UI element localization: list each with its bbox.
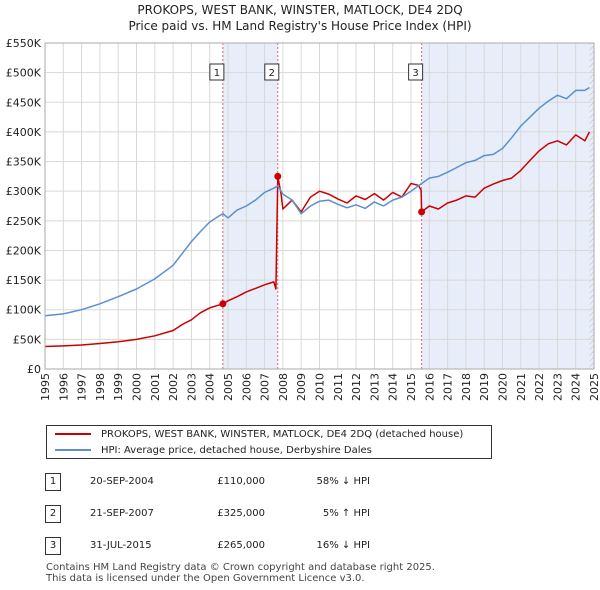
x-tick-label: 2016 <box>423 373 436 401</box>
x-tick-label: 2015 <box>405 373 418 401</box>
x-tick-label: 2018 <box>460 373 473 401</box>
x-tick-label: 2024 <box>570 373 583 401</box>
legend-label-hpi: HPI: Average price, detached house, Derb… <box>101 445 372 456</box>
y-tick-label: £0 <box>27 363 41 376</box>
y-tick-label: £550K <box>6 37 42 50</box>
x-tick-label: 2012 <box>350 373 363 401</box>
shaded-period-1 <box>222 43 278 369</box>
sale-price: £325,000 <box>217 508 265 519</box>
y-tick-label: £200K <box>6 244 42 257</box>
sale-point-3 <box>418 208 426 216</box>
x-tick-label: 2011 <box>332 373 345 401</box>
chart-title: PROKOPS, WEST BANK, WINSTER, MATLOCK, DE… <box>137 3 463 17</box>
x-tick-label: 2006 <box>240 373 253 401</box>
x-tick-label: 1998 <box>94 373 107 401</box>
x-tick-label: 1995 <box>39 373 52 401</box>
x-tick-label: 2021 <box>515 373 528 401</box>
x-tick-label: 2017 <box>442 373 455 401</box>
x-tick-label: 2009 <box>295 373 308 401</box>
x-tick-label: 2010 <box>314 373 327 401</box>
sale-date: 20-SEP-2004 <box>90 476 154 487</box>
footer-copyright: Contains HM Land Registry data © Crown c… <box>46 562 435 573</box>
y-tick-label: £300K <box>6 185 42 198</box>
x-tick-label: 2022 <box>533 373 546 401</box>
x-tick-label: 1997 <box>76 373 89 401</box>
sale-hpi-relation: 58% ↓ HPI <box>316 476 370 487</box>
sale-hpi-relation: 5% ↑ HPI <box>322 508 370 519</box>
sale-number-badge: 3 <box>45 537 61 555</box>
legend-swatch-property <box>55 433 91 435</box>
hatched-forecast-region <box>589 43 594 369</box>
y-tick-label: £350K <box>6 156 42 169</box>
x-tick-label: 2007 <box>259 373 272 401</box>
sale-point-2 <box>274 172 282 180</box>
y-tick-label: £500K <box>6 67 42 80</box>
footer-licence: This data is licensed under the Open Gov… <box>46 573 365 584</box>
sale-marker-label-2: 2 <box>269 68 275 79</box>
x-tick-label: 2002 <box>167 373 180 401</box>
sale-marker-box-1 <box>209 63 225 81</box>
x-tick-label: 2014 <box>387 373 400 401</box>
sale-date: 21-SEP-2007 <box>90 508 154 519</box>
sale-marker-box-3 <box>408 63 424 81</box>
y-tick-label: £450K <box>6 96 42 109</box>
x-tick-label: 1996 <box>57 373 70 401</box>
sale-price: £110,000 <box>217 476 265 487</box>
sale-marker-label-3: 3 <box>412 68 418 79</box>
hpi-line <box>44 86 590 317</box>
x-tick-label: 2023 <box>551 373 564 401</box>
x-tick-label: 2000 <box>131 373 144 401</box>
x-tick-label: 2019 <box>478 373 491 401</box>
legend-label-property: PROKOPS, WEST BANK, WINSTER, MATLOCK, DE… <box>101 429 464 440</box>
legend-swatch-hpi <box>55 449 91 451</box>
legend-entry-property: PROKOPS, WEST BANK, WINSTER, MATLOCK, DE… <box>55 427 463 443</box>
x-tick-label: 2005 <box>222 373 235 401</box>
x-tick-label: 2020 <box>497 373 510 401</box>
y-tick-label: £50K <box>13 333 42 346</box>
sale-marker-label-1: 1 <box>214 68 220 79</box>
chart-legend: PROKOPS, WEST BANK, WINSTER, MATLOCK, DE… <box>46 425 492 459</box>
x-tick-label: 2004 <box>204 373 217 401</box>
y-tick-label: £400K <box>6 126 42 139</box>
sale-marker-box-2 <box>264 63 280 81</box>
sale-number-badge: 2 <box>45 505 61 523</box>
x-tick-label: 2025 <box>588 373 600 401</box>
x-tick-label: 2008 <box>277 373 290 401</box>
sale-date: 31-JUL-2015 <box>90 540 152 551</box>
x-tick-label: 2013 <box>368 373 381 401</box>
sale-hpi-relation: 16% ↓ HPI <box>316 540 370 551</box>
sale-price: £265,000 <box>217 540 265 551</box>
legend-entry-hpi: HPI: Average price, detached house, Derb… <box>55 443 372 459</box>
x-tick-label: 2001 <box>149 373 162 401</box>
chart-subtitle: Price paid vs. HM Land Registry's House … <box>128 19 472 33</box>
shaded-period-2 <box>421 43 594 369</box>
y-tick-label: £250K <box>6 215 42 228</box>
x-tick-label: 1999 <box>112 373 125 401</box>
plot-frame <box>44 42 595 370</box>
sale-point-1 <box>219 300 227 308</box>
price-chart: 1 2 3 £0 £50K £100K £150K £200K £250K £300K £350K… <box>6 37 600 401</box>
y-tick-label: £150K <box>6 274 42 287</box>
y-tick-label: £100K <box>6 304 42 317</box>
sale-number-badge: 1 <box>45 473 61 491</box>
property-price-line <box>44 131 591 348</box>
x-tick-label: 2003 <box>185 373 198 401</box>
